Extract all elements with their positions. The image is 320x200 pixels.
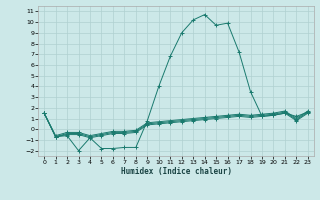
X-axis label: Humidex (Indice chaleur): Humidex (Indice chaleur) <box>121 167 231 176</box>
